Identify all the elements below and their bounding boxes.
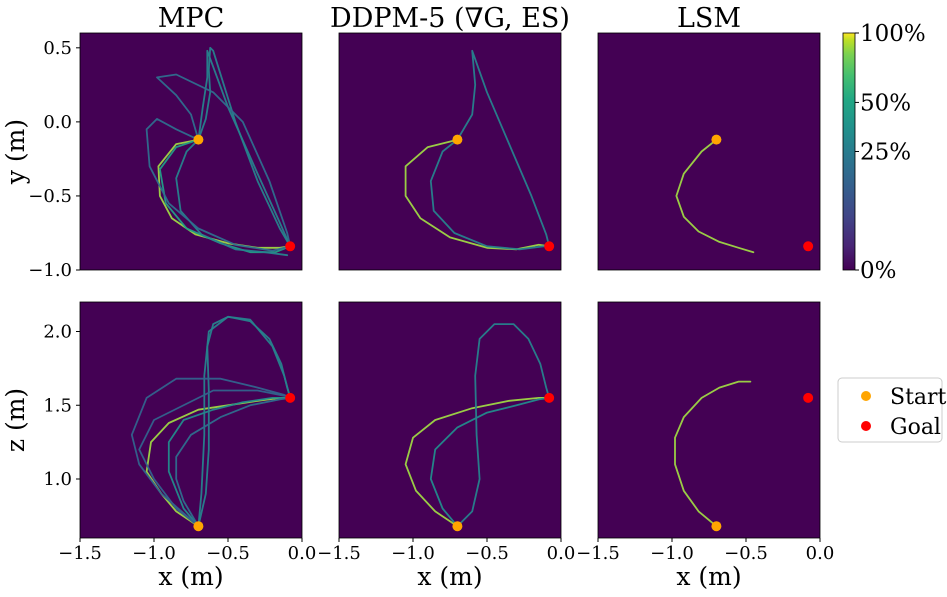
x-axis-label: x (m): [676, 562, 741, 591]
colorbar-tick-label: 0%: [860, 258, 897, 284]
panel-1: MPC 0.5 0.0 −0.5 −1.0 y (m): [1, 3, 303, 281]
start-marker: [193, 134, 204, 145]
legend-label-goal: Goal: [890, 415, 941, 440]
trajectory-line: [674, 380, 752, 528]
panel-title: MPC: [158, 3, 224, 34]
start-marker: [452, 134, 463, 145]
x-tick-label: 0.0: [806, 543, 835, 564]
panel-frame: [338, 32, 562, 271]
panel-frame: [338, 301, 562, 539]
x-tick-label: −1.0: [650, 543, 694, 564]
trajectory-line: [404, 397, 551, 528]
panel-background: [598, 33, 820, 270]
trajectory-line: [429, 397, 551, 528]
x-tick-label: 0.0: [547, 543, 576, 564]
panel-frame: [79, 301, 303, 539]
trajectory-line: [675, 138, 755, 254]
trajectory-line: [456, 49, 551, 248]
trajectory-line: [145, 118, 292, 252]
panel-background: [339, 302, 561, 538]
goal-marker: [544, 241, 555, 252]
x-tick-label: −0.5: [465, 543, 509, 564]
legend-marker-goal: [861, 421, 871, 431]
panel-5: −1.5 −1.0 −0.5 0.0 x (m): [317, 301, 576, 591]
x-tick-label: −1.0: [391, 543, 435, 564]
colorbar-tick-label: 25%: [860, 140, 911, 166]
x-tick-label: 0.0: [288, 543, 317, 564]
y-tick-label: 2.0: [43, 322, 72, 343]
panel-frame: [79, 32, 303, 271]
colorbar-gradient: [842, 32, 856, 271]
legend-label-start: Start: [890, 385, 947, 410]
panel-title: LSM: [677, 3, 741, 34]
panel-6: −1.5 −1.0 −0.5 0.0 x (m): [576, 301, 835, 591]
trajectory-line: [404, 138, 551, 251]
trajectory-line: [175, 397, 292, 528]
panel-frame: [597, 301, 821, 539]
legend: Start Goal: [837, 377, 947, 443]
y-tick-label: 1.5: [43, 395, 72, 416]
x-tick-label: −1.5: [576, 543, 620, 564]
trajectory-line: [429, 138, 551, 251]
y-axis-label: z (m): [1, 388, 30, 452]
trajectory-line: [156, 73, 292, 248]
x-axis-label: x (m): [417, 562, 482, 591]
x-tick-label: −1.0: [132, 543, 176, 564]
x-tick-label: −1.5: [317, 543, 361, 564]
trajectory-line: [138, 389, 289, 528]
legend-marker-start: [861, 391, 871, 401]
colorbar-tick-label: 100%: [860, 21, 926, 47]
y-axis-label: y (m): [1, 119, 30, 185]
trajectory-line: [167, 397, 292, 528]
x-axis-label: x (m): [158, 562, 223, 591]
x-tick-label: −0.5: [206, 543, 250, 564]
x-tick-label: −0.5: [724, 543, 768, 564]
trajectory-line: [197, 315, 292, 528]
trajectory-line: [157, 138, 292, 249]
panel-background: [598, 302, 820, 538]
panel-background: [339, 33, 561, 270]
goal-marker: [544, 392, 555, 403]
y-tick-label: 0.0: [43, 112, 72, 133]
trajectory-line: [456, 323, 551, 528]
start-marker: [711, 134, 722, 145]
y-tick-label: 0.5: [43, 38, 72, 59]
panels: MPC 0.5 0.0 −0.5 −1.0 y (m) DDPM-5 (∇G, ES) LSM…: [1, 3, 834, 591]
start-marker: [452, 521, 463, 532]
trajectory-line: [130, 377, 292, 528]
panel-2: DDPM-5 (∇G, ES): [330, 3, 570, 271]
y-tick-label: 1.0: [43, 469, 72, 490]
start-marker: [193, 521, 204, 532]
goal-marker: [803, 392, 814, 403]
panel-3: LSM: [597, 3, 821, 271]
trajectory-line: [197, 315, 292, 528]
goal-marker: [285, 392, 296, 403]
x-tick-label: −1.5: [58, 543, 102, 564]
y-tick-label: −0.5: [28, 186, 72, 207]
panel-title: DDPM-5 (∇G, ES): [330, 3, 570, 34]
panel-4: 2.0 1.5 1.0 −1.5 −1.0 −0.5 0.0 x (m) z (m): [1, 301, 317, 591]
goal-marker: [803, 241, 814, 252]
panel-frame: [597, 32, 821, 271]
trajectory-line: [197, 46, 292, 248]
colorbar: 100% 50% 25% 0%: [842, 21, 926, 284]
trajectory-line: [197, 49, 292, 248]
goal-marker: [285, 241, 296, 252]
panel-background: [80, 33, 302, 270]
colorbar-tick-label: 50%: [860, 90, 911, 116]
start-marker: [711, 521, 722, 532]
panel-background: [80, 302, 302, 538]
y-tick-label: −1.0: [28, 260, 72, 281]
